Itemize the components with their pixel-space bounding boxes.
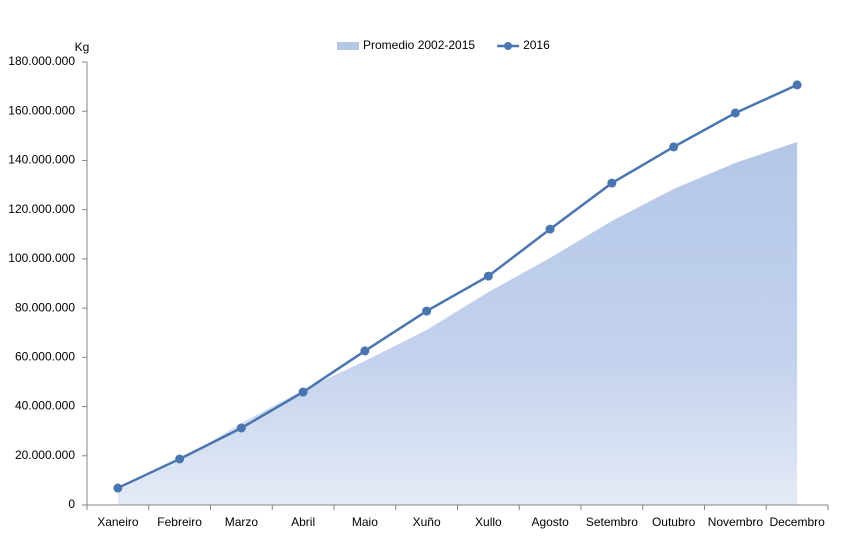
x-tick-label: Febreiro bbox=[157, 515, 202, 529]
point bbox=[298, 387, 308, 397]
y-tick-label: 0 bbox=[68, 497, 75, 511]
x-tick-label: Abril bbox=[291, 515, 315, 529]
y-tick-label: 180.000.000 bbox=[8, 54, 75, 68]
point bbox=[360, 346, 370, 356]
point bbox=[236, 423, 246, 433]
point bbox=[545, 224, 555, 234]
line bbox=[117, 83, 798, 490]
point bbox=[730, 108, 740, 118]
legend-label: Promedio 2002-2015 bbox=[363, 38, 475, 52]
legend-swatch bbox=[337, 42, 359, 50]
x-tick-label: Xuño bbox=[413, 515, 441, 529]
point bbox=[113, 483, 123, 493]
point bbox=[669, 142, 679, 152]
legend-swatch bbox=[504, 42, 513, 50]
point bbox=[175, 454, 185, 464]
point bbox=[422, 306, 432, 316]
point bbox=[792, 80, 802, 90]
y-tick-label: 60.000.000 bbox=[15, 350, 75, 364]
y-tick-label: 100.000.000 bbox=[8, 251, 75, 265]
y-tick-label: 20.000.000 bbox=[15, 448, 75, 462]
y-tick-label: 160.000.000 bbox=[8, 103, 75, 117]
x-tick-label: Xaneiro bbox=[97, 515, 139, 529]
y-axis-label: Kg bbox=[75, 40, 90, 54]
x-tick-label: Maio bbox=[352, 515, 378, 529]
y-tick-label: 120.000.000 bbox=[8, 202, 75, 216]
x-tick-label: Outubro bbox=[652, 515, 696, 529]
x-tick-label: Setembro bbox=[586, 515, 638, 529]
y-tick-label: 140.000.000 bbox=[8, 153, 75, 167]
point bbox=[483, 271, 493, 281]
x-tick-label: Decembro bbox=[769, 515, 825, 529]
area bbox=[117, 141, 798, 505]
x-tick-label: Agosto bbox=[531, 515, 569, 529]
x-tick-label: Marzo bbox=[225, 515, 259, 529]
x-tick-label: Xullo bbox=[475, 515, 502, 529]
legend-label: 2016 bbox=[523, 38, 550, 52]
point bbox=[607, 178, 617, 188]
y-tick-label: 40.000.000 bbox=[15, 399, 75, 413]
y-tick-label: 80.000.000 bbox=[15, 300, 75, 314]
x-tick-label: Novembro bbox=[708, 515, 764, 529]
